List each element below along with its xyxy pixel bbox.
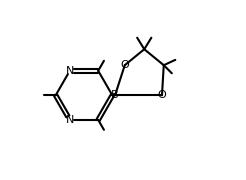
Text: O: O xyxy=(158,90,166,100)
Text: N: N xyxy=(66,115,74,125)
Text: N: N xyxy=(66,66,74,76)
Text: B: B xyxy=(111,90,119,100)
Text: O: O xyxy=(120,60,129,70)
